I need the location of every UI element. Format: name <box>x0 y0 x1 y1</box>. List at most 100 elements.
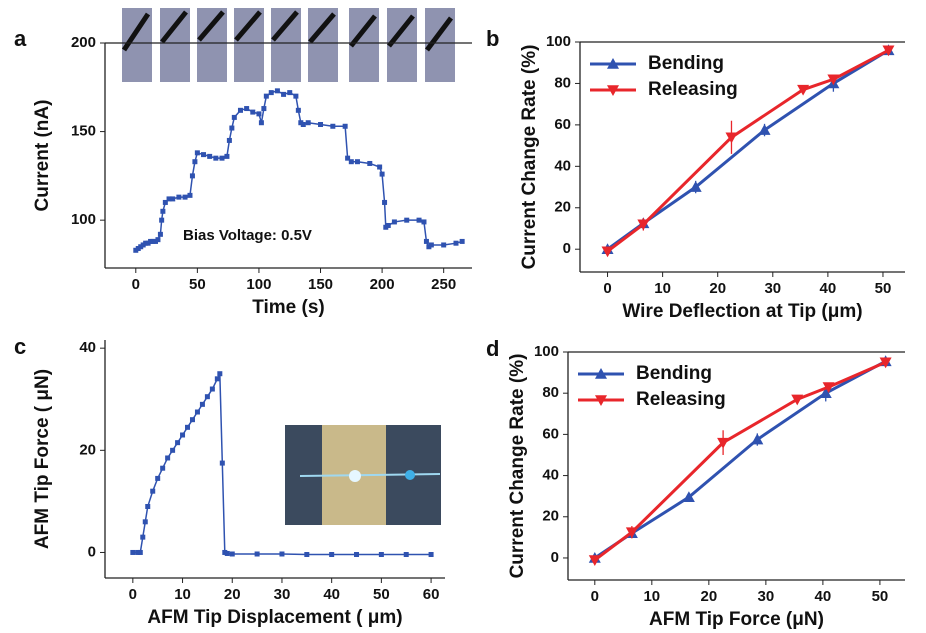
y-tick-label: 60 <box>554 116 571 133</box>
marker <box>175 440 180 445</box>
x-tick-label: 0 <box>129 586 137 603</box>
marker <box>306 120 311 125</box>
marker <box>301 122 306 127</box>
marker <box>329 552 334 557</box>
marker <box>293 94 298 99</box>
y-tick-label: 100 <box>71 211 96 228</box>
marker <box>155 237 160 242</box>
marker <box>379 552 384 557</box>
y-tick-label: 100 <box>546 33 571 50</box>
marker <box>281 92 286 97</box>
marker <box>187 193 192 198</box>
marker <box>160 466 165 471</box>
marker <box>244 106 249 111</box>
legend-label: Releasing <box>648 79 738 100</box>
marker <box>279 551 284 556</box>
marker <box>190 417 195 422</box>
x-tick-label: 30 <box>274 586 291 603</box>
marker <box>227 138 232 143</box>
marker <box>180 432 185 437</box>
y-tick-label: 60 <box>542 425 559 442</box>
marker <box>165 455 170 460</box>
marker <box>429 552 434 557</box>
legend-label: Releasing <box>636 389 726 410</box>
x-tick-label: 150 <box>308 276 333 293</box>
marker <box>185 425 190 430</box>
marker <box>264 94 269 99</box>
marker <box>404 552 409 557</box>
marker <box>150 489 155 494</box>
y-axis-label: Current Change Rate (%) <box>507 354 528 579</box>
marker <box>349 159 354 164</box>
x-tick-label: 20 <box>701 588 718 605</box>
marker <box>421 219 426 224</box>
marker <box>158 232 163 237</box>
panel-label: d <box>486 336 499 361</box>
marker <box>261 106 266 111</box>
marker <box>229 126 234 131</box>
y-tick-label: 20 <box>554 199 571 216</box>
x-tick-label: 50 <box>373 586 390 603</box>
marker <box>791 395 803 406</box>
x-tick-label: 0 <box>591 588 599 605</box>
marker <box>220 461 225 466</box>
marker <box>176 195 181 200</box>
y-tick-label: 40 <box>79 339 96 356</box>
marker <box>269 90 274 95</box>
y-tick-label: 20 <box>542 508 559 525</box>
marker <box>386 223 391 228</box>
marker <box>201 152 206 157</box>
x-tick-label: 200 <box>370 276 395 293</box>
marker <box>380 172 385 177</box>
marker <box>417 218 422 223</box>
marker <box>210 387 215 392</box>
marker <box>140 535 145 540</box>
x-axis-label: AFM Tip Displacement ( μm) <box>147 607 402 628</box>
marker <box>213 156 218 161</box>
panel-label: c <box>14 334 26 359</box>
panel-label: b <box>486 26 499 51</box>
marker <box>183 195 188 200</box>
x-axis-label: Time (s) <box>252 297 325 318</box>
marker <box>355 159 360 164</box>
x-tick-label: 10 <box>174 586 191 603</box>
marker <box>318 122 323 127</box>
marker <box>382 200 387 205</box>
y-tick-label: 40 <box>542 467 559 484</box>
marker <box>377 165 382 170</box>
x-tick-label: 50 <box>189 276 206 293</box>
y-tick-label: 100 <box>534 343 559 360</box>
y-tick-label: 0 <box>563 240 571 257</box>
x-tick-label: 10 <box>654 280 671 297</box>
marker <box>354 552 359 557</box>
y-tick-label: 0 <box>88 543 96 560</box>
marker <box>215 376 220 381</box>
y-tick-label: 200 <box>71 34 96 51</box>
x-tick-label: 60 <box>423 586 440 603</box>
marker <box>195 410 200 415</box>
marker <box>159 218 164 223</box>
y-tick-label: 80 <box>542 384 559 401</box>
x-tick-label: 100 <box>246 276 271 293</box>
microscope-inset <box>285 425 441 525</box>
marker <box>192 159 197 164</box>
marker <box>256 111 261 116</box>
marker <box>205 394 210 399</box>
marker <box>190 173 195 178</box>
marker <box>441 242 446 247</box>
marker <box>255 551 260 556</box>
marker <box>296 108 301 113</box>
marker <box>392 219 397 224</box>
marker <box>200 402 205 407</box>
marker <box>259 120 264 125</box>
x-tick-label: 40 <box>323 586 340 603</box>
x-axis-label: Wire Deflection at Tip (μm) <box>622 301 862 322</box>
x-tick-label: 10 <box>643 588 660 605</box>
x-axis-label: AFM Tip Force (μN) <box>649 609 824 630</box>
figure: 050100150200250100150200Time (s)Current … <box>0 0 926 633</box>
marker <box>343 124 348 129</box>
marker <box>424 239 429 244</box>
y-axis-label: Current Change Rate (%) <box>519 45 540 270</box>
x-tick-label: 30 <box>764 280 781 297</box>
marker <box>287 90 292 95</box>
